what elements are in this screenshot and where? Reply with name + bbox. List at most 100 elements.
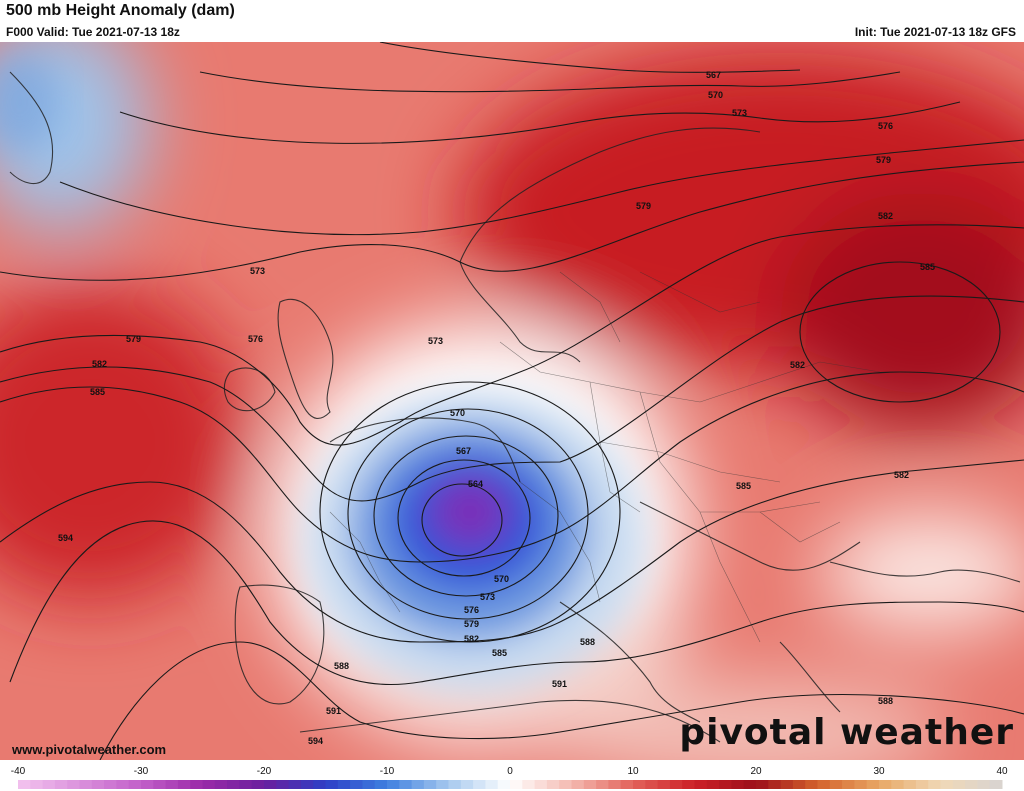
contour-label-582-d: 582	[894, 470, 909, 480]
contour-label-573-d: 573	[480, 592, 495, 602]
colorbar-cell	[731, 780, 745, 789]
contour-label-564: 564	[468, 479, 483, 489]
colorbar-cell	[460, 780, 474, 789]
colorbar-tick-label: -40	[11, 766, 26, 777]
colorbar-cell	[54, 780, 68, 789]
contour-label-573: 573	[732, 108, 747, 118]
colorbar-cell	[423, 780, 437, 789]
colorbar-cell	[669, 780, 683, 789]
colorbar-cell	[571, 780, 585, 789]
contour-label-591-b: 591	[326, 706, 341, 716]
colorbar-cell	[596, 780, 609, 789]
colorbar-cell	[374, 780, 388, 789]
colorbar-cell	[928, 780, 941, 789]
colorbar-svg: -40 -30 -20 -10 0 10 20 30 40	[11, 766, 1008, 789]
brand-logo: pivotal weather	[679, 712, 1014, 753]
contour-label-594: 594	[58, 533, 73, 543]
colorbar-cell	[522, 780, 536, 789]
colorbar-cell	[202, 780, 216, 789]
contour-label-570: 570	[708, 90, 723, 100]
contour-label-585-c: 585	[736, 481, 751, 491]
colorbar-cell	[411, 780, 425, 789]
colorbar-cell	[829, 780, 843, 789]
colorbar-cell	[362, 780, 376, 789]
contour-label-579: 579	[876, 155, 891, 165]
colorbar-cell	[780, 780, 794, 789]
colorbar-cell	[510, 780, 523, 789]
colorbar-tick-label: 40	[996, 766, 1008, 777]
colorbar-cell	[903, 780, 917, 789]
valid-time: F000 Valid: Tue 2021-07-13 18z	[6, 25, 180, 39]
contour-label-573-c: 573	[428, 336, 443, 346]
anomaly-map: 567 570 573 576 579 582 585 579 573 573 …	[0, 42, 1024, 760]
contour-label-579-d: 579	[464, 619, 479, 629]
contour-label-group: 567 570 573 576 579 582 585 579 573 573 …	[58, 70, 935, 746]
colorbar-cell	[153, 780, 167, 789]
map-canvas: 567 570 573 576 579 582 585 579 573 573 …	[0, 42, 1024, 760]
colorbar-cell	[756, 780, 769, 789]
colorbar-cell	[128, 780, 142, 789]
colorbar: -40 -30 -20 -10 0 10 20 30 40	[0, 760, 1024, 791]
colorbar-cell	[989, 780, 1003, 789]
colorbar-cell	[645, 780, 659, 789]
colorbar-cell	[264, 780, 277, 789]
colorbar-cell	[706, 780, 720, 789]
init-time: Init: Tue 2021-07-13 18z GFS	[854, 25, 1016, 39]
contour-label-567-b: 567	[456, 446, 471, 456]
height-contours	[0, 42, 1024, 760]
map-header: 500 mb Height Anomaly (dam) F000 Valid: …	[0, 0, 1024, 42]
contour-label-585-d: 585	[492, 648, 507, 658]
colorbar-cell	[104, 780, 117, 789]
colorbar-cell	[276, 780, 290, 789]
contour-label-588: 588	[580, 637, 595, 647]
low-center	[305, 392, 645, 692]
colorbar-cell	[116, 780, 130, 789]
contour-label-576: 576	[878, 121, 893, 131]
colorbar-cell	[42, 780, 56, 789]
colorbar-cell	[165, 780, 179, 789]
contour-label-582: 582	[878, 211, 893, 221]
colorbar-cell	[805, 780, 818, 789]
contour-label-591: 591	[552, 679, 567, 689]
colorbar-cell	[214, 780, 228, 789]
colorbar-cell	[473, 780, 486, 789]
colorbar-cell	[448, 780, 462, 789]
colorbar-cell	[436, 780, 449, 789]
colorbar-cell	[190, 780, 203, 789]
colorbar-cell	[768, 780, 782, 789]
colorbar-tick-label: -30	[134, 766, 149, 777]
colorbar-cell	[879, 780, 892, 789]
contour-label-576-c: 576	[464, 605, 479, 615]
colorbar-cell	[854, 780, 868, 789]
colorbar-cell	[633, 780, 646, 789]
colorbar-cell	[387, 780, 400, 789]
colorbar-cell	[891, 780, 905, 789]
colorbar-cell	[288, 780, 302, 789]
website-url: www.pivotalweather.com	[12, 742, 167, 757]
colorbar-cell	[743, 780, 757, 789]
colorbar-cell	[67, 780, 80, 789]
colorbar-cell	[227, 780, 240, 789]
colorbar-ticks: -40 -30 -20 -10 0 10 20 30 40	[11, 766, 1008, 777]
contour-label-573-b: 573	[250, 266, 265, 276]
colorbar-cell	[350, 780, 363, 789]
contour-label-567: 567	[706, 70, 721, 80]
contour-label-582-b: 582	[92, 359, 107, 369]
colorbar-cell	[325, 780, 339, 789]
colorbar-cell	[559, 780, 572, 789]
contour-label-582-c: 582	[790, 360, 805, 370]
colorbar-cell	[817, 780, 831, 789]
colorbar-tick-label: 30	[873, 766, 885, 777]
colorbar-tick-label: -10	[380, 766, 395, 777]
colorbar-cell	[977, 780, 991, 789]
colorbar-cell	[608, 780, 622, 789]
colorbar-cell	[337, 780, 351, 789]
colorbar-tick-label: 10	[627, 766, 639, 777]
colorbar-tick-label: 20	[750, 766, 762, 777]
contour-label-570-b: 570	[450, 408, 465, 418]
colorbar-cell	[965, 780, 978, 789]
colorbar-cell	[719, 780, 732, 789]
map-title: 500 mb Height Anomaly (dam)	[6, 2, 235, 19]
contour-label-582-e: 582	[464, 634, 479, 644]
contour-label-594-b: 594	[308, 736, 323, 746]
